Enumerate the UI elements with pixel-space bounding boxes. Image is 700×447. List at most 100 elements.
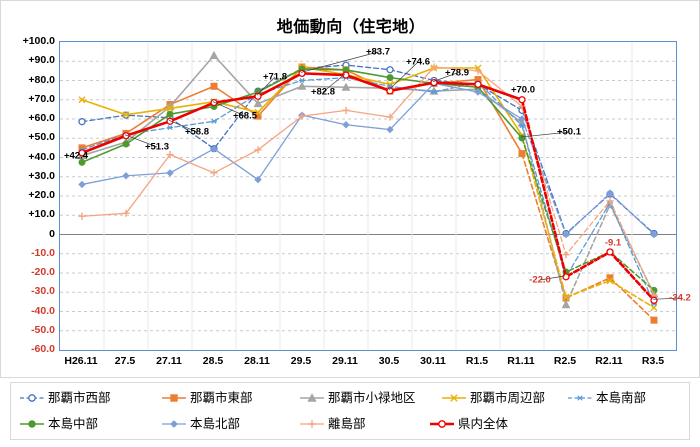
data-point-marker [122, 132, 130, 140]
data-point-marker [122, 209, 130, 217]
data-point-marker [450, 394, 458, 402]
x-axis-tick-label: 27.11 [156, 355, 182, 367]
legend-label: 本島南部 [596, 390, 647, 405]
data-point-marker [562, 230, 570, 239]
y-axis-tick-label: -40.0 [31, 304, 55, 317]
legend-label: 那覇市小禄地区 [328, 390, 416, 405]
legend-row: 那覇市西部 那覇市東部 那覇市小禄地区 那覇市周辺部 本島南部 [11, 386, 691, 410]
x-axis-tick-label: 29.11 [332, 355, 358, 367]
data-point-marker [254, 146, 262, 154]
legend-label: 那覇市周辺部 [470, 390, 546, 405]
legend-item-県内全体[interactable]: 県内全体 [429, 417, 508, 431]
data-point-marker [342, 106, 350, 114]
line-x-gold-icon [441, 391, 467, 405]
series-line-forecast [521, 137, 655, 292]
y-axis-tick-label: +60.0 [28, 112, 55, 124]
data-label: +50.1 [556, 126, 582, 138]
data-point-marker [78, 118, 86, 126]
chart-legend: 那覇市西部 那覇市東部 那覇市小禄地区 那覇市周辺部 本島南部 本島中部 本島北部 離島部 県… [10, 382, 690, 440]
series-line-forecast [521, 125, 655, 305]
data-point-marker [430, 78, 438, 87]
data-point-marker [210, 82, 218, 90]
chart-title: 地価動向（住宅地） [276, 19, 426, 36]
legend-label: 那覇市東部 [190, 390, 253, 405]
data-point-marker [166, 117, 174, 125]
data-label: +78.9 [444, 67, 470, 79]
data-point-marker [386, 125, 394, 134]
data-point-marker [518, 134, 526, 142]
data-point-marker [166, 110, 174, 118]
data-point-marker [166, 104, 174, 112]
data-label: -9.1 [604, 237, 622, 249]
y-axis-tick-label: +20.0 [28, 189, 55, 201]
y-axis-tick-label: -30.0 [31, 285, 55, 298]
data-point-marker [562, 251, 570, 259]
data-label: +82.8 [310, 86, 336, 98]
data-point-marker [519, 123, 525, 129]
legend-item-本島南部[interactable]: 本島南部 [567, 391, 646, 405]
line-asterisk-lightblue-dashed-icon [567, 391, 593, 405]
series-canvas [60, 42, 676, 350]
legend-item-離島部[interactable]: 離島部 [299, 417, 366, 431]
data-point-marker [386, 66, 394, 74]
y-axis-tick-label: +30.0 [28, 169, 55, 182]
data-point-marker [650, 296, 658, 304]
data-point-marker [561, 300, 571, 309]
data-point-marker [167, 125, 173, 131]
data-point-marker [78, 149, 86, 157]
data-point-marker [122, 111, 130, 119]
series-7 [78, 63, 658, 299]
x-axis-tick-label: R1.5 [465, 355, 489, 367]
data-point-marker [122, 140, 130, 148]
x-axis-tick-label: 28.11 [244, 355, 270, 367]
data-point-marker [342, 71, 350, 79]
legend-item-那覇市小禄地区[interactable]: 那覇市小禄地区 [299, 391, 416, 405]
data-label: +58.8 [184, 126, 210, 138]
data-point-marker [166, 169, 174, 177]
data-point-marker [78, 96, 86, 104]
data-label: +74.6 [405, 56, 431, 68]
data-point-marker [431, 89, 437, 95]
data-label: +68.5 [232, 110, 258, 122]
data-point-marker [386, 87, 394, 95]
data-point-marker [308, 420, 316, 428]
data-point-marker [606, 189, 614, 197]
legend-item-那覇市周辺部[interactable]: 那覇市周辺部 [441, 391, 545, 405]
data-point-marker [606, 248, 614, 256]
data-point-marker [518, 115, 526, 123]
legend-label: 県内全体 [458, 416, 509, 431]
data-point-marker [342, 121, 350, 129]
data-label: -34.2 [669, 292, 691, 304]
series-line-forecast [521, 118, 655, 236]
line-open-circle-blue-dashed-icon [19, 391, 45, 405]
data-point-marker [297, 81, 307, 90]
data-point-marker [386, 74, 394, 82]
data-point-marker [209, 50, 219, 59]
legend-item-那覇市西部[interactable]: 那覇市西部 [19, 391, 111, 405]
data-point-marker [78, 158, 86, 166]
y-axis-tick-label: -60.0 [31, 343, 55, 355]
x-axis-tick-label: 28.5 [202, 355, 224, 367]
data-point-marker [122, 172, 130, 180]
y-axis-tick-label: -20.0 [31, 266, 55, 278]
y-axis-labels: +100.0 +90.0 +80.0 +70.0 +60.0 +50.0 +40.0 +30.… [1, 35, 55, 355]
y-axis-tick-label: +70.0 [28, 92, 55, 105]
legend-item-那覇市東部[interactable]: 那覇市東部 [161, 391, 253, 405]
line-triangle-gray-icon [299, 391, 325, 405]
data-point-marker [474, 67, 482, 75]
legend-item-本島中部[interactable]: 本島中部 [19, 417, 98, 431]
x-axis-tick-label: R3.5 [641, 355, 665, 367]
data-point-marker [28, 420, 36, 428]
data-point-marker [438, 420, 446, 428]
legend-item-本島北部[interactable]: 本島北部 [161, 417, 240, 431]
data-point-marker [474, 88, 482, 96]
data-point-marker [28, 394, 36, 402]
data-point-marker [78, 212, 86, 220]
line-diamond-periwinkle-icon [161, 417, 187, 431]
chart-container: 地価動向（住宅地） +100.0 +90.0 +80.0 +70.0 +60.0 +50.… [0, 0, 700, 378]
series-line-forecast [520, 98, 656, 302]
data-point-marker [254, 175, 262, 184]
x-axis-tick-label: 27.5 [114, 355, 136, 367]
legend-label: 那覇市西部 [48, 390, 111, 405]
